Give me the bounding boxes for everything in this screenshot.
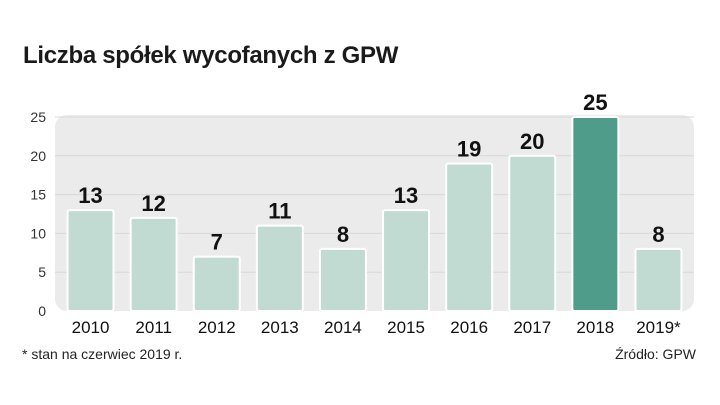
y-tick-label: 5 xyxy=(38,264,46,280)
bar-2017 xyxy=(508,154,557,312)
x-tick-label: 2010 xyxy=(72,318,110,337)
x-tick-label: 2014 xyxy=(324,318,362,337)
footnote: * stan na czerwiec 2019 r. xyxy=(22,346,183,362)
y-tick-label: 0 xyxy=(38,303,46,319)
data-label: 20 xyxy=(520,129,544,154)
data-label: 13 xyxy=(78,183,102,208)
y-tick-label: 25 xyxy=(30,109,46,125)
x-tick-label: 2018 xyxy=(576,318,614,337)
y-tick-label: 10 xyxy=(30,225,46,241)
y-tick-label: 15 xyxy=(30,187,46,203)
source-note: Źródło: GPW xyxy=(615,346,696,362)
bar-2018 xyxy=(571,116,620,312)
x-tick-label: 2019* xyxy=(636,318,681,337)
x-tick-label: 2017 xyxy=(513,318,551,337)
data-label: 12 xyxy=(141,191,165,216)
bar-2011 xyxy=(129,216,178,313)
data-label: 11 xyxy=(268,199,291,224)
bar-2016 xyxy=(445,162,494,312)
x-tick-label: 2012 xyxy=(198,318,236,337)
data-label: 19 xyxy=(457,137,481,162)
chart-title: Liczba spółek wycofanych z GPW xyxy=(23,42,399,69)
data-label: 8 xyxy=(652,222,664,247)
x-tick-label: 2013 xyxy=(261,318,299,337)
data-label: 25 xyxy=(583,90,607,115)
bar-2015 xyxy=(382,209,431,312)
bar-2013 xyxy=(255,224,304,312)
x-tick-label: 2016 xyxy=(450,318,488,337)
data-label: 7 xyxy=(211,230,223,255)
x-tick-label: 2015 xyxy=(387,318,425,337)
x-tick-label: 2011 xyxy=(135,318,172,337)
y-tick-label: 20 xyxy=(30,148,46,164)
bar-2014 xyxy=(318,247,367,312)
bar-2010 xyxy=(66,209,115,312)
data-label: 13 xyxy=(394,183,418,208)
data-label: 8 xyxy=(337,222,349,247)
bar-2019 xyxy=(634,247,683,312)
bar-2012 xyxy=(192,255,241,312)
